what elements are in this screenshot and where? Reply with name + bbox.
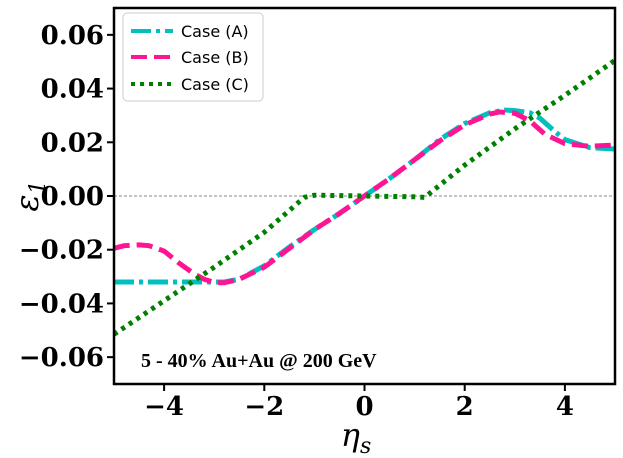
legend-label-case-a: Case (A) [181, 22, 249, 41]
y-tick-label: 0.02 [41, 128, 104, 158]
y-tick-label: 0.06 [41, 21, 104, 51]
series-line-case-b [114, 109, 615, 286]
x-tick-label: 4 [556, 392, 574, 422]
y-tick-label: −0.06 [19, 343, 104, 373]
x-tick-label: −2 [244, 392, 284, 422]
y-tick-label: −0.04 [19, 289, 104, 319]
y-tick-label: 0.04 [41, 75, 104, 105]
legend-box [122, 12, 264, 102]
x-axis-label: ηs [341, 416, 371, 458]
series-line-case-c [114, 58, 615, 337]
y-tick-label: −0.02 [19, 236, 104, 266]
series-layer [114, 58, 615, 337]
legend: Case (A) Case (B) Case (C) [122, 12, 264, 102]
x-tick-label: 0 [355, 392, 373, 422]
legend-label-case-b: Case (B) [181, 48, 249, 67]
y-tick-label: 0.00 [41, 182, 104, 212]
x-tick-label: 2 [456, 392, 474, 422]
ticks-layer: −0.06 −0.04 −0.02 0.00 0.02 0.04 0.06 −4 −2 0 2 4 [19, 21, 574, 422]
chart-annotation: 5 - 40% Au+Au @ 200 GeV [141, 350, 377, 372]
series-line-case-a [114, 107, 615, 285]
legend-label-case-c: Case (C) [181, 75, 249, 94]
x-tick-label: −4 [144, 392, 184, 422]
y-axis-label: ε1 [8, 180, 51, 211]
